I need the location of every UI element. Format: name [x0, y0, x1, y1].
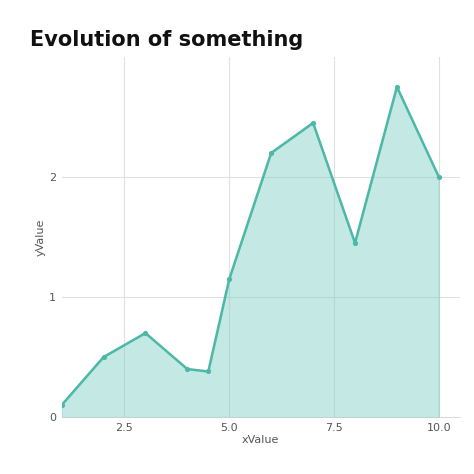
Point [435, 173, 443, 181]
Point [310, 119, 317, 127]
X-axis label: xValue: xValue [242, 436, 279, 446]
Point [351, 239, 359, 247]
Y-axis label: yValue: yValue [36, 219, 46, 255]
Point [267, 149, 275, 157]
Point [58, 401, 65, 409]
Point [393, 83, 401, 91]
Text: Evolution of something: Evolution of something [30, 30, 303, 50]
Point [226, 275, 233, 283]
Point [183, 365, 191, 373]
Point [142, 329, 149, 337]
Point [204, 368, 212, 375]
Point [100, 353, 107, 361]
